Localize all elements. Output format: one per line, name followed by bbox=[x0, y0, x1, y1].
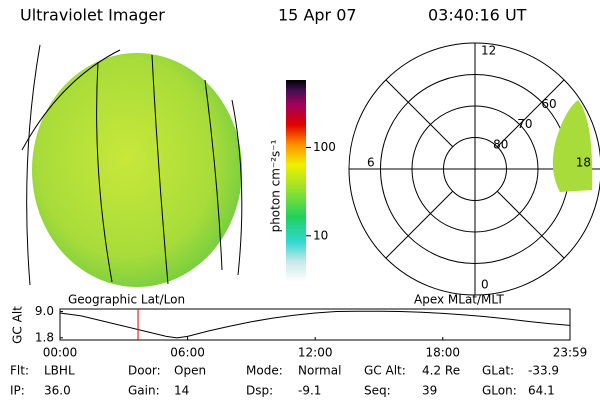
lat-label: 70 bbox=[517, 117, 532, 131]
mlt-label: 0 bbox=[481, 278, 489, 292]
polar-plot bbox=[348, 42, 600, 296]
x-tick-label: 23:59 bbox=[553, 346, 588, 360]
y-tick-label: 9.0 bbox=[35, 304, 54, 318]
status-key: IP: bbox=[10, 384, 25, 398]
mlt-label: 6 bbox=[367, 156, 375, 170]
status-value: 36.0 bbox=[44, 384, 71, 398]
status-value: 64.1 bbox=[528, 384, 555, 398]
mlt-label: 12 bbox=[481, 44, 496, 58]
status-key: Mode: bbox=[246, 364, 283, 378]
status-value: Normal bbox=[298, 364, 341, 378]
status-key: GLon: bbox=[482, 384, 517, 398]
axis bbox=[385, 79, 454, 148]
earth-image bbox=[21, 44, 243, 287]
status-value: 4.2 Re bbox=[422, 364, 460, 378]
status-key: Gain: bbox=[128, 384, 160, 398]
lat-label: 80 bbox=[493, 137, 508, 151]
status-value: Open bbox=[174, 364, 206, 378]
status-value: LBHL bbox=[44, 364, 75, 378]
status-value: -9.1 bbox=[298, 384, 321, 398]
status-key: Seq: bbox=[364, 384, 391, 398]
time: 03:40:16 UT bbox=[428, 6, 527, 25]
axis bbox=[496, 79, 565, 148]
status-key: GC Alt: bbox=[364, 364, 406, 378]
right-panel-label: Apex MLat/MLT bbox=[414, 293, 504, 307]
left-panel-label: Geographic Lat/Lon bbox=[68, 293, 185, 307]
colorbar-label: photon cm⁻²s⁻¹ bbox=[269, 139, 283, 232]
lat-label: 60 bbox=[541, 97, 556, 111]
status-key: Dsp: bbox=[246, 384, 273, 398]
status-value: 14 bbox=[174, 384, 189, 398]
axis bbox=[496, 190, 565, 259]
aurora bbox=[552, 100, 593, 192]
colorbar-tick-label: 10 bbox=[313, 228, 328, 242]
alt-ylabel: GC Alt bbox=[11, 306, 25, 344]
colorbar-tick-label: 100 bbox=[313, 140, 336, 154]
colorbar bbox=[286, 80, 306, 282]
title: Ultraviolet Imager bbox=[20, 6, 165, 25]
mlt-label: 18 bbox=[576, 156, 591, 170]
status-value: -33.9 bbox=[528, 364, 559, 378]
status-key: Door: bbox=[128, 364, 161, 378]
alt-frame bbox=[59, 308, 571, 341]
status-value: 39 bbox=[422, 384, 437, 398]
x-tick-label: 12:00 bbox=[298, 346, 333, 360]
date: 15 Apr 07 bbox=[278, 6, 357, 25]
status-key: GLat: bbox=[482, 364, 514, 378]
status-key: Flt: bbox=[10, 364, 29, 378]
x-tick-label: 18:00 bbox=[425, 346, 460, 360]
alt-line bbox=[59, 310, 571, 339]
x-tick-label: 00:00 bbox=[43, 346, 78, 360]
x-tick-label: 06:00 bbox=[170, 346, 205, 360]
axis bbox=[385, 190, 454, 259]
y-tick-label: 1.8 bbox=[35, 330, 54, 344]
